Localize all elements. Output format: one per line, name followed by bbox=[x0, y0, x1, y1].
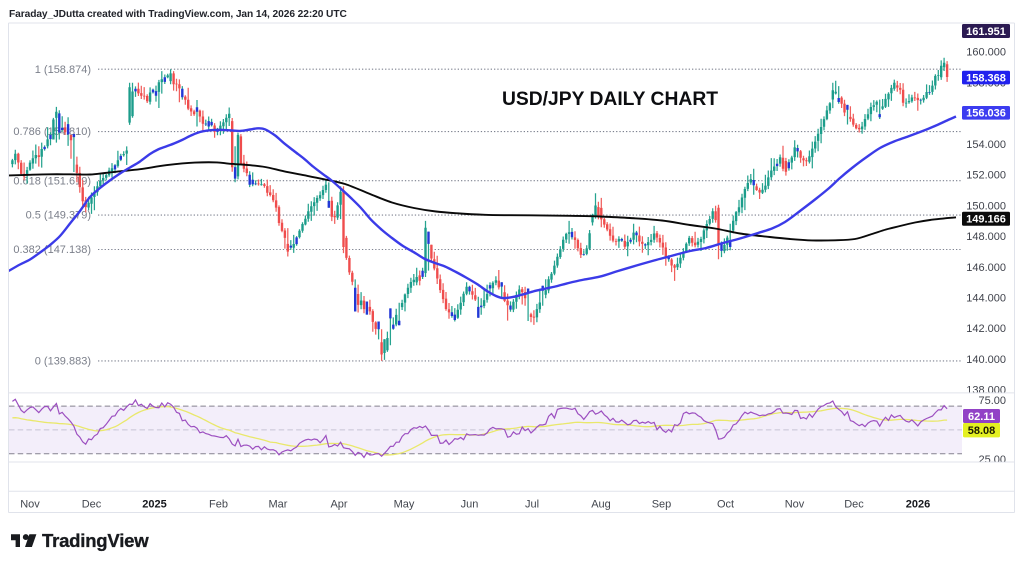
svg-text:2025: 2025 bbox=[142, 499, 166, 511]
svg-text:Mar: Mar bbox=[269, 499, 288, 511]
svg-text:142.000: 142.000 bbox=[966, 323, 1006, 335]
svg-text:161.951: 161.951 bbox=[966, 26, 1006, 38]
svg-text:Aug: Aug bbox=[591, 499, 611, 511]
svg-text:Apr: Apr bbox=[330, 499, 347, 511]
svg-text:Nov: Nov bbox=[785, 499, 805, 511]
svg-text:75.00: 75.00 bbox=[978, 395, 1006, 407]
svg-text:TradingView: TradingView bbox=[42, 530, 149, 551]
svg-text:138.000: 138.000 bbox=[966, 385, 1006, 397]
svg-text:Faraday_JDutta created with Tr: Faraday_JDutta created with TradingView.… bbox=[9, 9, 347, 20]
svg-text:144.000: 144.000 bbox=[966, 293, 1006, 305]
svg-text:148.000: 148.000 bbox=[966, 231, 1006, 243]
svg-text:158.368: 158.368 bbox=[966, 73, 1006, 85]
svg-text:2026: 2026 bbox=[906, 499, 930, 511]
svg-text:154.000: 154.000 bbox=[966, 139, 1006, 151]
svg-text:Dec: Dec bbox=[82, 499, 102, 511]
svg-text:Sep: Sep bbox=[652, 499, 672, 511]
svg-text:Feb: Feb bbox=[209, 499, 228, 511]
svg-text:156.036: 156.036 bbox=[966, 108, 1006, 120]
svg-text:62.11: 62.11 bbox=[968, 411, 995, 423]
svg-text:160.000: 160.000 bbox=[966, 47, 1006, 59]
svg-text:0.5 (149.379): 0.5 (149.379) bbox=[26, 210, 91, 222]
svg-text:Oct: Oct bbox=[717, 499, 734, 511]
svg-text:0.618 (151.619): 0.618 (151.619) bbox=[13, 175, 91, 187]
svg-text:Jul: Jul bbox=[525, 499, 539, 511]
svg-text:Nov: Nov bbox=[20, 499, 40, 511]
svg-text:0.382 (147.138): 0.382 (147.138) bbox=[13, 244, 91, 256]
svg-text:0.786 (154.810): 0.786 (154.810) bbox=[13, 126, 91, 138]
svg-text:USD/JPY DAILY CHART: USD/JPY DAILY CHART bbox=[502, 89, 718, 110]
svg-text:Dec: Dec bbox=[844, 499, 864, 511]
svg-text:150.000: 150.000 bbox=[966, 200, 1006, 212]
svg-text:152.000: 152.000 bbox=[966, 170, 1006, 182]
svg-text:149.166: 149.166 bbox=[966, 214, 1006, 226]
svg-text:1 (158.874): 1 (158.874) bbox=[35, 64, 91, 76]
svg-text:58.08: 58.08 bbox=[968, 425, 996, 437]
svg-text:25.00: 25.00 bbox=[978, 454, 1006, 466]
svg-text:Jun: Jun bbox=[461, 499, 479, 511]
svg-text:May: May bbox=[394, 499, 415, 511]
svg-text:140.000: 140.000 bbox=[966, 354, 1006, 366]
svg-text:146.000: 146.000 bbox=[966, 262, 1006, 274]
svg-text:0 (139.883): 0 (139.883) bbox=[35, 356, 91, 368]
